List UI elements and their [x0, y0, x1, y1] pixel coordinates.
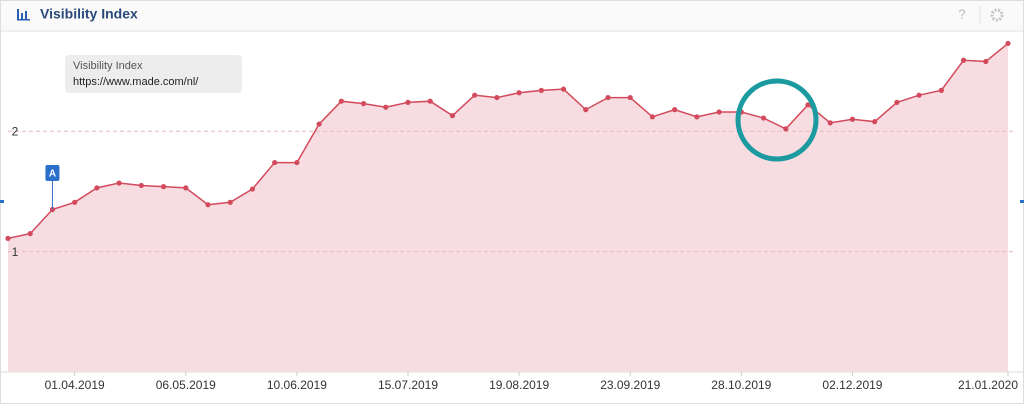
- point: [716, 109, 722, 115]
- highlight-circle: [735, 78, 819, 162]
- point: [160, 184, 167, 190]
- point: [649, 114, 656, 120]
- point: [294, 159, 300, 166]
- x-tick-label: 01.04.2019: [45, 378, 105, 392]
- point: [694, 114, 700, 120]
- x-tick-label: 02.12.2019: [822, 378, 882, 392]
- point: [516, 90, 522, 96]
- right-handle: [1020, 200, 1024, 203]
- point: [405, 99, 411, 105]
- annotation-label: A: [49, 169, 56, 180]
- header-bar: [1, 1, 1023, 31]
- x-tick-label: 28.10.2019: [711, 378, 771, 392]
- point: [360, 101, 367, 107]
- point: [316, 121, 322, 127]
- point: [183, 185, 189, 191]
- annotation-flag: [45, 165, 60, 181]
- point: [627, 94, 633, 101]
- point: [494, 94, 500, 101]
- point: [805, 102, 811, 108]
- point: [760, 115, 767, 121]
- help-button[interactable]: ?: [958, 6, 965, 21]
- point: [1005, 40, 1011, 47]
- x-tick-label: 10.06.2019: [267, 378, 327, 392]
- point: [583, 107, 589, 113]
- point: [449, 113, 456, 119]
- point: [605, 94, 611, 101]
- point: [227, 199, 233, 205]
- left-handle: [0, 200, 4, 203]
- y-tick-label: 1: [12, 245, 19, 259]
- point: [849, 116, 856, 122]
- point: [27, 230, 33, 237]
- point: [338, 98, 344, 104]
- point: [983, 58, 989, 65]
- point: [672, 107, 678, 113]
- point: [383, 104, 389, 110]
- point: [249, 186, 256, 192]
- point: [894, 99, 900, 105]
- x-tick-label: 19.08.2019: [489, 378, 549, 392]
- area-fill: [8, 43, 1008, 373]
- x-tick-label: 23.09.2019: [600, 378, 660, 392]
- line: [7, 42, 1009, 240]
- point: [938, 87, 944, 93]
- tooltip-url: https://www.made.com/nl/: [73, 76, 199, 88]
- chart-icon: [17, 9, 30, 21]
- point: [427, 98, 433, 104]
- point: [827, 120, 833, 126]
- point: [538, 87, 544, 93]
- point: [472, 92, 478, 98]
- point: [116, 180, 122, 186]
- point: [272, 159, 278, 166]
- x-tick-label: 21.01.2020: [958, 378, 1018, 392]
- x-tick-label: 06.05.2019: [156, 378, 216, 392]
- point: [94, 185, 100, 191]
- y-tick-label: 2: [12, 124, 19, 138]
- point: [560, 86, 567, 92]
- x-tick-label: 15.07.2019: [378, 378, 438, 392]
- point: [960, 57, 967, 63]
- point: [916, 92, 922, 98]
- tooltip-title: Visibility Index: [73, 60, 143, 72]
- point: [205, 202, 211, 208]
- header-title: Visibility Index: [40, 6, 138, 22]
- settings-button[interactable]: [990, 8, 1004, 22]
- tooltip-box: [65, 55, 242, 93]
- point: [5, 235, 11, 242]
- point: [72, 199, 78, 205]
- point: [783, 126, 789, 132]
- point: [138, 182, 144, 189]
- point: [872, 119, 878, 125]
